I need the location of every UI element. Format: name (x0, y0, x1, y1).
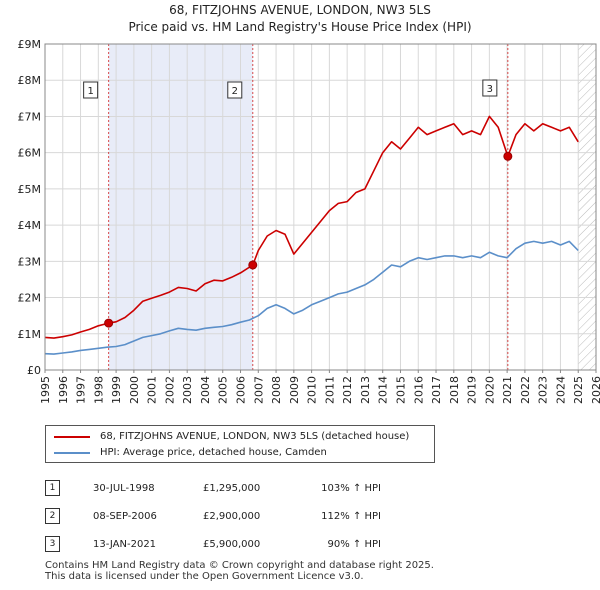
x-tick-label: 2020 (483, 376, 496, 404)
property-series-line (44, 115, 579, 339)
sale-point (503, 151, 513, 161)
forecast-hatch (578, 44, 596, 370)
sale-label: 3 (487, 84, 493, 95)
x-tick-label: 2013 (359, 376, 372, 404)
footer: Contains HM Land Registry data © Crown c… (45, 560, 434, 582)
table-row: 1 30-JUL-1998 £1,295,000 103% ↑ HPI (45, 474, 381, 502)
sale-label-box (482, 79, 498, 97)
legend-property-swatch (54, 435, 90, 438)
x-tick-label: 2000 (128, 376, 141, 404)
x-tick-label: 2001 (146, 376, 159, 404)
x-tick-label: 2006 (235, 376, 248, 404)
y-tick-label: £2M (18, 292, 42, 305)
y-tick-label: £0 (27, 364, 41, 377)
x-tick-label: 2011 (323, 376, 336, 404)
x-tick-label: 1995 (39, 376, 52, 404)
sale-point (104, 318, 114, 328)
y-tick-label: £9M (18, 38, 42, 51)
y-tick-label: £6M (18, 147, 42, 160)
x-tick-label: 2002 (163, 376, 176, 404)
x-tick-label: 2014 (377, 376, 390, 404)
sale-date: 30-JUL-1998 (93, 482, 155, 494)
y-tick-label: £8M (18, 74, 42, 87)
sale-price: £5,900,000 (203, 538, 261, 550)
footer-line2: This data is licensed under the Open Gov… (45, 571, 364, 582)
x-tick-label: 1996 (57, 376, 70, 404)
x-tick-label: 2004 (199, 376, 212, 404)
legend-hpi-swatch (54, 451, 90, 454)
x-tick-label: 2023 (537, 376, 550, 404)
chart-title-line2: Price paid vs. HM Land Registry's House … (128, 20, 472, 34)
x-tick-label: 2003 (181, 376, 194, 404)
x-tick-label: 2007 (252, 376, 265, 404)
sale-number: 1 (45, 480, 60, 496)
x-tick-label: 2018 (448, 376, 461, 404)
x-tick-label: 1999 (110, 376, 123, 404)
sale-price: £2,900,000 (203, 510, 261, 522)
sale-date: 08-SEP-2006 (93, 510, 157, 522)
sales-table: 1 30-JUL-1998 £1,295,000 103% ↑ HPI 2 08… (45, 474, 381, 558)
footer-line1: Contains HM Land Registry data © Crown c… (45, 560, 434, 571)
x-tick-label: 2008 (270, 376, 283, 404)
sale-label: 2 (232, 86, 238, 97)
sale-label-box (227, 81, 243, 99)
y-tick-label: £1M (18, 328, 42, 341)
plot-frame (44, 43, 597, 371)
y-tick-label: £7M (18, 110, 42, 123)
y-tick-label: £5M (18, 183, 42, 196)
x-tick-label: 2015 (394, 376, 407, 404)
x-tick-label: 1998 (92, 376, 105, 404)
sale-date: 13-JAN-2021 (93, 538, 157, 550)
x-tick-label: 2021 (501, 376, 514, 404)
x-tick-label: 1997 (75, 376, 88, 404)
sale-hpi: 112% ↑ HPI (321, 510, 381, 522)
legend-hpi: HPI: Average price, detached house, Camd… (54, 447, 327, 458)
sale-number: 3 (45, 536, 60, 552)
x-tick-label: 2017 (430, 376, 443, 404)
legend-property-label: 68, FITZJOHNS AVENUE, LONDON, NW3 5LS (d… (100, 431, 410, 442)
table-row: 2 08-SEP-2006 £2,900,000 112% ↑ HPI (45, 502, 381, 530)
legend-property: 68, FITZJOHNS AVENUE, LONDON, NW3 5LS (d… (54, 431, 409, 442)
x-tick-label: 2025 (572, 376, 585, 404)
x-tick-label: 2022 (519, 376, 532, 404)
sale-hpi: 103% ↑ HPI (321, 482, 381, 494)
x-tick-label: 2026 (590, 376, 600, 404)
sale-hpi: 90% ↑ HPI (327, 538, 381, 550)
x-tick-label: 2009 (288, 376, 301, 404)
table-row: 3 13-JAN-2021 £5,900,000 90% ↑ HPI (45, 530, 381, 558)
x-tick-label: 2019 (466, 376, 479, 404)
legend-hpi-label: HPI: Average price, detached house, Camd… (100, 447, 327, 458)
price-chart: 1 2 3 £0 £1M £2M £3M £4M £5M £6M £7M £8M £9M 1995 199… (18, 38, 600, 404)
y-tick-label: £3M (18, 255, 42, 268)
chart-legend: 68, FITZJOHNS AVENUE, LONDON, NW3 5LS (d… (45, 425, 435, 463)
x-tick-label: 2016 (412, 376, 425, 404)
x-tick-label: 2024 (554, 376, 567, 404)
chart-title-line1: 68, FITZJOHNS AVENUE, LONDON, NW3 5LS (169, 3, 431, 17)
sale-label: 1 (87, 86, 93, 97)
x-tick-label: 2005 (217, 376, 230, 404)
y-tick-label: £4M (18, 219, 42, 232)
x-tick-label: 2010 (306, 376, 319, 404)
x-tick-label: 2012 (341, 376, 354, 404)
sale-price: £1,295,000 (203, 482, 261, 494)
sale-point (248, 260, 258, 270)
hpi-series-line (44, 240, 579, 355)
sale-number: 2 (45, 508, 60, 524)
sale-label-box (83, 81, 99, 99)
